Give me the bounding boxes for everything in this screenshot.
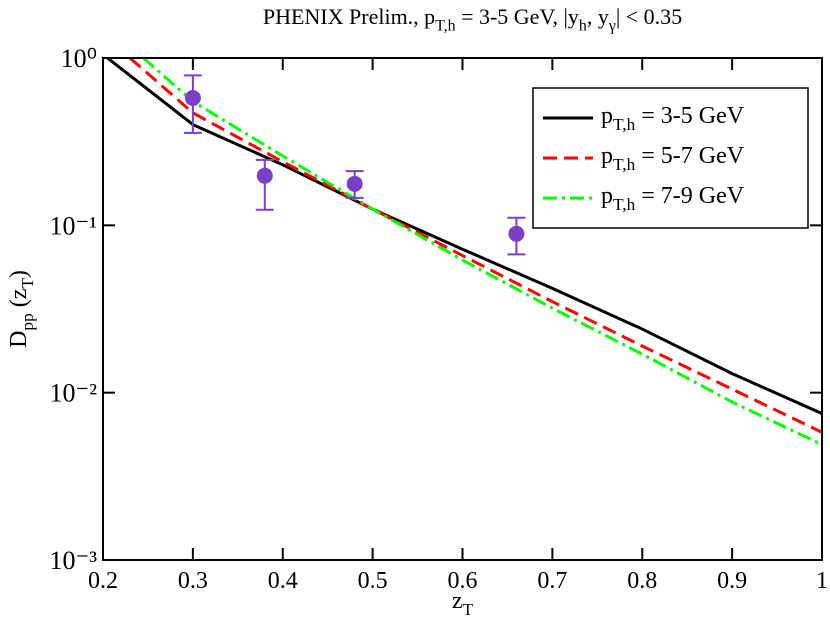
y-tick-label: 10⁻³ xyxy=(49,546,97,575)
text-part: z xyxy=(452,588,463,614)
x-tick-label: 0.2 xyxy=(88,568,118,594)
series-line xyxy=(128,58,822,434)
text-part: T,h xyxy=(613,115,636,134)
legend-label: pT,h = 3-5 GeV xyxy=(601,103,745,134)
legend-label: pT,h = 5-7 GeV xyxy=(601,143,745,174)
legend-label: pT,h = 7-9 GeV xyxy=(601,183,745,214)
text-part: pp xyxy=(18,313,37,330)
text-part: p xyxy=(601,103,613,129)
text-part: T,h xyxy=(613,155,636,174)
legend-box xyxy=(532,87,809,229)
x-tick-label: 0.9 xyxy=(717,568,747,594)
x-tick-label: 0.3 xyxy=(178,568,208,594)
text-part: p xyxy=(601,143,613,169)
y-tick-label: 10⁻¹ xyxy=(49,211,97,240)
text-part: γ xyxy=(608,18,616,35)
series-line xyxy=(106,58,822,415)
text-part: ) xyxy=(6,270,32,278)
text-part: (z xyxy=(6,289,32,314)
text-part: = 7-9 GeV xyxy=(635,183,745,209)
text-part: T,h xyxy=(435,18,455,35)
text-part: T xyxy=(463,600,474,619)
text-part: | < 0.35 xyxy=(616,4,682,29)
y-axis-label: Dpp (zT) xyxy=(6,270,37,348)
data-point xyxy=(184,89,201,106)
x-tick-label: 0.4 xyxy=(268,568,298,594)
x-tick-label: 0.8 xyxy=(627,568,657,594)
data-point xyxy=(346,175,363,192)
x-axis-label: zT xyxy=(452,588,474,619)
data-point xyxy=(508,225,525,242)
text-part: , y xyxy=(587,4,609,29)
y-tick-label: 10⁰ xyxy=(61,44,97,73)
y-tick-label: 10⁻² xyxy=(49,379,97,408)
text-part: = 3-5 GeV, |y xyxy=(456,4,579,29)
text-part: T,h xyxy=(613,195,636,214)
x-tick-label: 0.6 xyxy=(448,568,478,594)
x-tick-label: 0.7 xyxy=(537,568,567,594)
chart-title: PHENIX Prelim., pT,h = 3-5 GeV, |yh, yγ|… xyxy=(263,4,682,35)
plot-frame xyxy=(102,57,823,561)
text-part: p xyxy=(601,183,613,209)
text-part: PHENIX Prelim., p xyxy=(263,4,435,29)
x-tick-label: 0.5 xyxy=(358,568,388,594)
text-part: = 3-5 GeV xyxy=(635,103,745,129)
text-part: T xyxy=(18,278,37,289)
text-part: h xyxy=(579,18,587,35)
error-bar xyxy=(255,158,274,211)
text-part: = 5-7 GeV xyxy=(635,143,745,169)
text-part: D xyxy=(6,331,32,348)
x-tick-label: 1 xyxy=(816,568,828,594)
series-line xyxy=(142,58,822,446)
data-point xyxy=(256,167,273,184)
